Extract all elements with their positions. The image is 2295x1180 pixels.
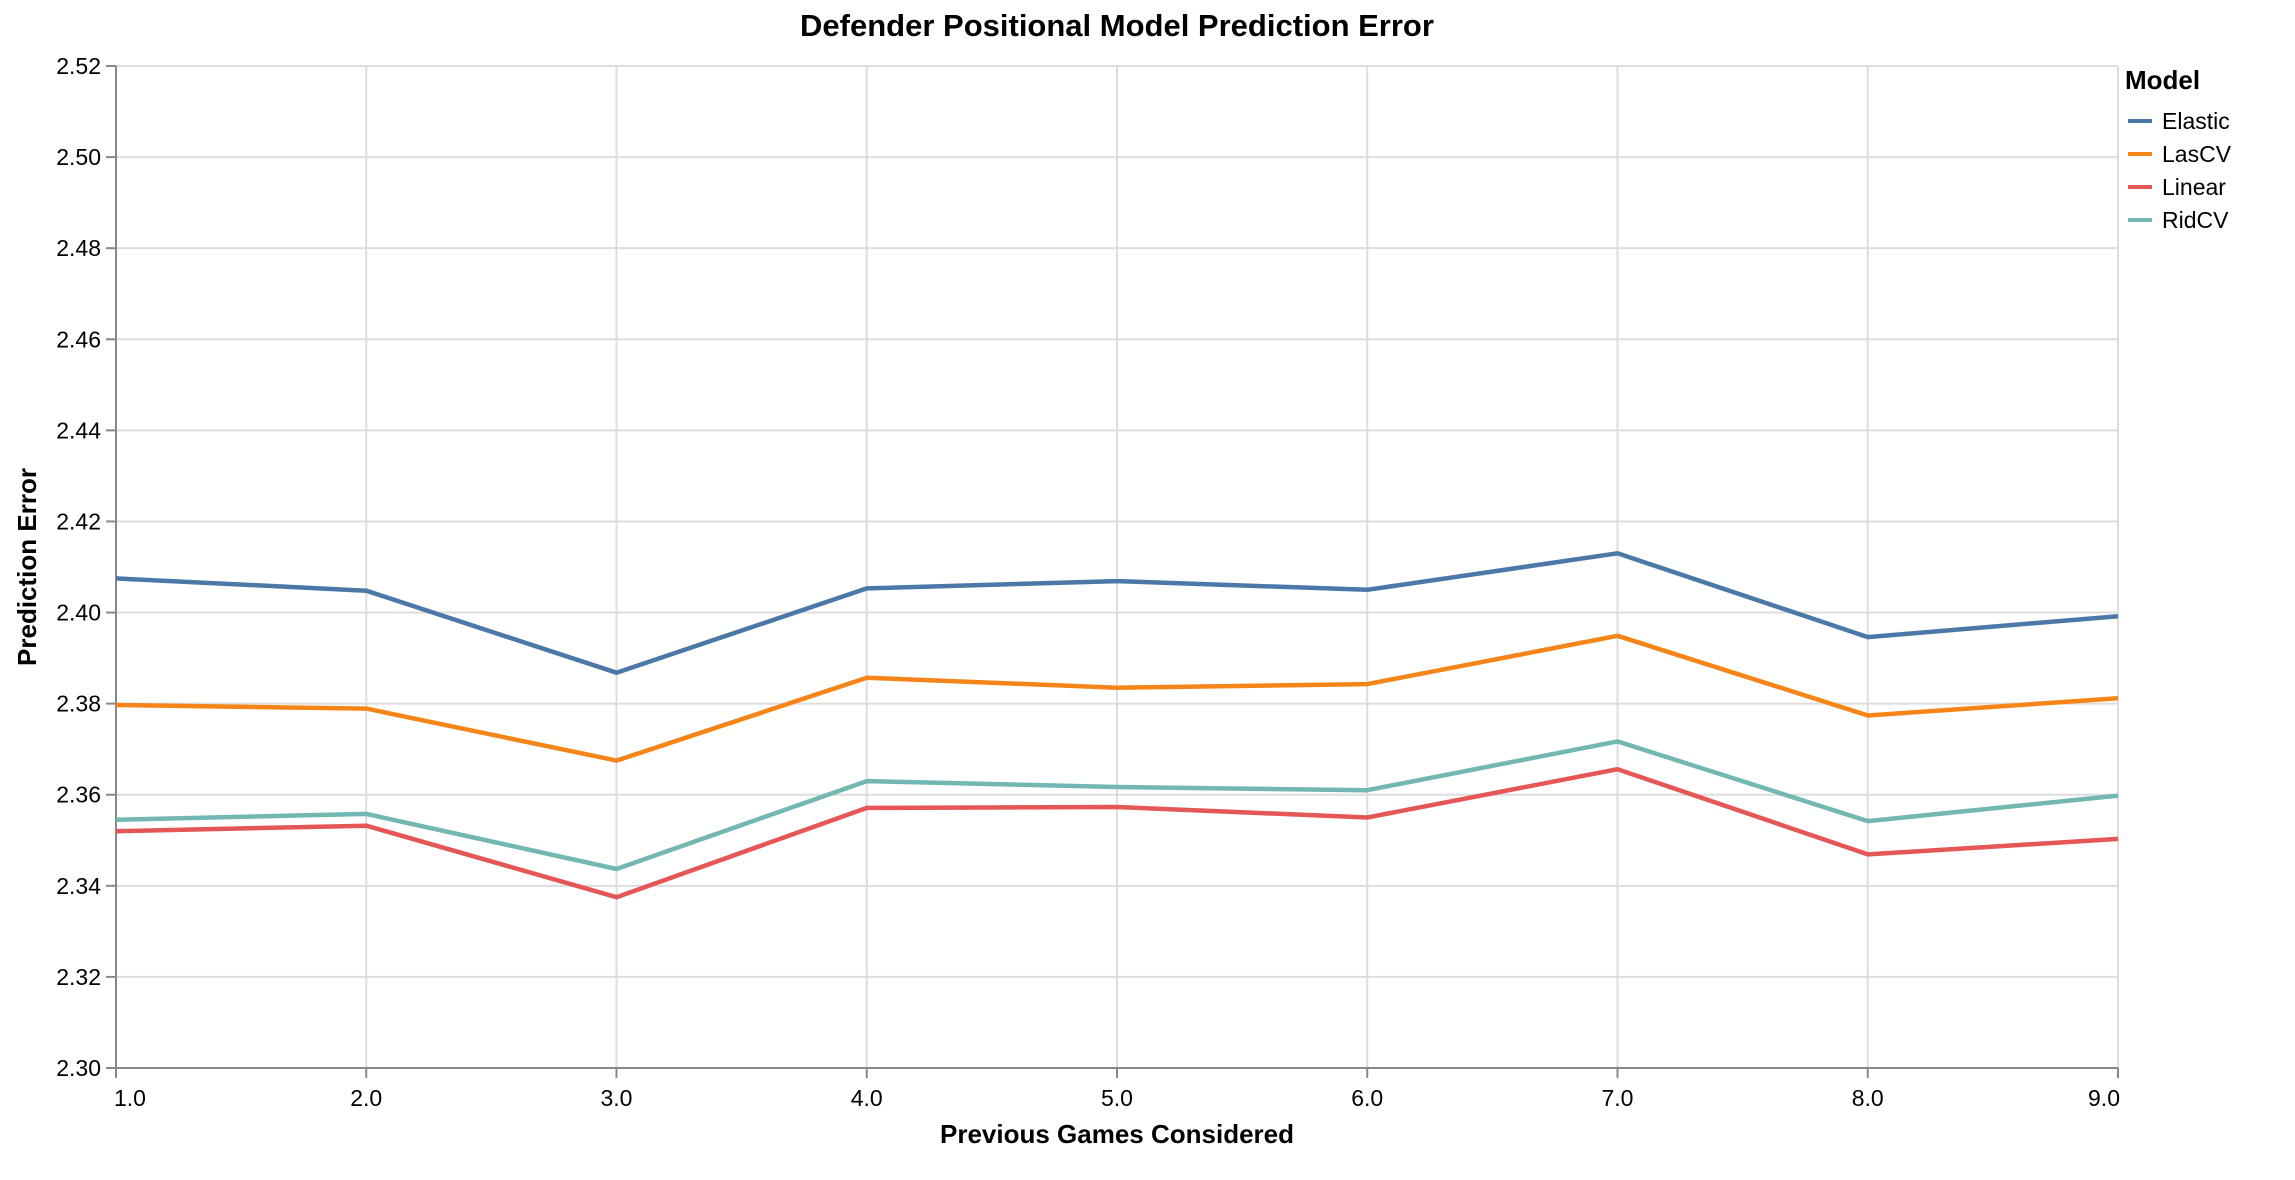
legend-label: LasCV	[2162, 141, 2232, 167]
series-line-elastic	[115, 551, 2119, 675]
series-line-linear	[115, 766, 2119, 900]
x-tick-label: 6.0	[1351, 1085, 1383, 1111]
y-tick-label: 2.46	[56, 326, 101, 352]
y-tick-label: 2.34	[56, 873, 101, 899]
series-lines	[115, 551, 2119, 900]
x-tick-label: 3.0	[601, 1085, 633, 1111]
chart-title: Defender Positional Model Prediction Err…	[800, 8, 1434, 43]
x-tick-label: 2.0	[350, 1085, 382, 1111]
x-tick-label: 9.0	[2088, 1085, 2120, 1111]
legend-label: Elastic	[2162, 108, 2230, 134]
x-axis-title: Previous Games Considered	[940, 1119, 1294, 1149]
x-tick-label: 5.0	[1101, 1085, 1133, 1111]
y-tick-label: 2.38	[56, 691, 101, 717]
y-tick-label: 2.30	[56, 1055, 101, 1081]
grid	[115, 65, 2119, 1069]
legend-item-linear: Linear	[2128, 174, 2226, 200]
y-tick-label: 2.40	[56, 600, 101, 626]
y-axis-title: Prediction Error	[12, 468, 42, 666]
legend-title: Model	[2125, 65, 2200, 95]
y-tick-label: 2.48	[56, 235, 101, 261]
series-line-ridcv	[115, 739, 2119, 872]
y-tick-label: 2.32	[56, 964, 101, 990]
legend-label: RidCV	[2162, 207, 2229, 233]
y-tick-label: 2.44	[56, 417, 101, 443]
x-tick-label: 4.0	[851, 1085, 883, 1111]
x-tick-label: 1.0	[114, 1085, 146, 1111]
series-line-lascv	[115, 633, 2119, 763]
y-tick-label: 2.36	[56, 782, 101, 808]
y-tick-label: 2.52	[56, 53, 101, 79]
y-tick-label: 2.42	[56, 508, 101, 534]
legend-item-ridcv: RidCV	[2128, 207, 2229, 233]
axes: 1.0 2.0 3.0 4.0 5.0 6.0 7.0 8.0 9.0 2.30 2.32 2.34 2…	[56, 53, 2120, 1111]
legend-label: Linear	[2162, 174, 2226, 200]
y-tick-label: 2.50	[56, 144, 101, 170]
x-tick-label: 7.0	[1602, 1085, 1634, 1111]
legend-item-lascv: LasCV	[2128, 141, 2232, 167]
legend: Model Elastic LasCV Linear RidCV	[2125, 65, 2232, 233]
x-tick-label: 8.0	[1852, 1085, 1884, 1111]
legend-item-elastic: Elastic	[2128, 108, 2230, 134]
